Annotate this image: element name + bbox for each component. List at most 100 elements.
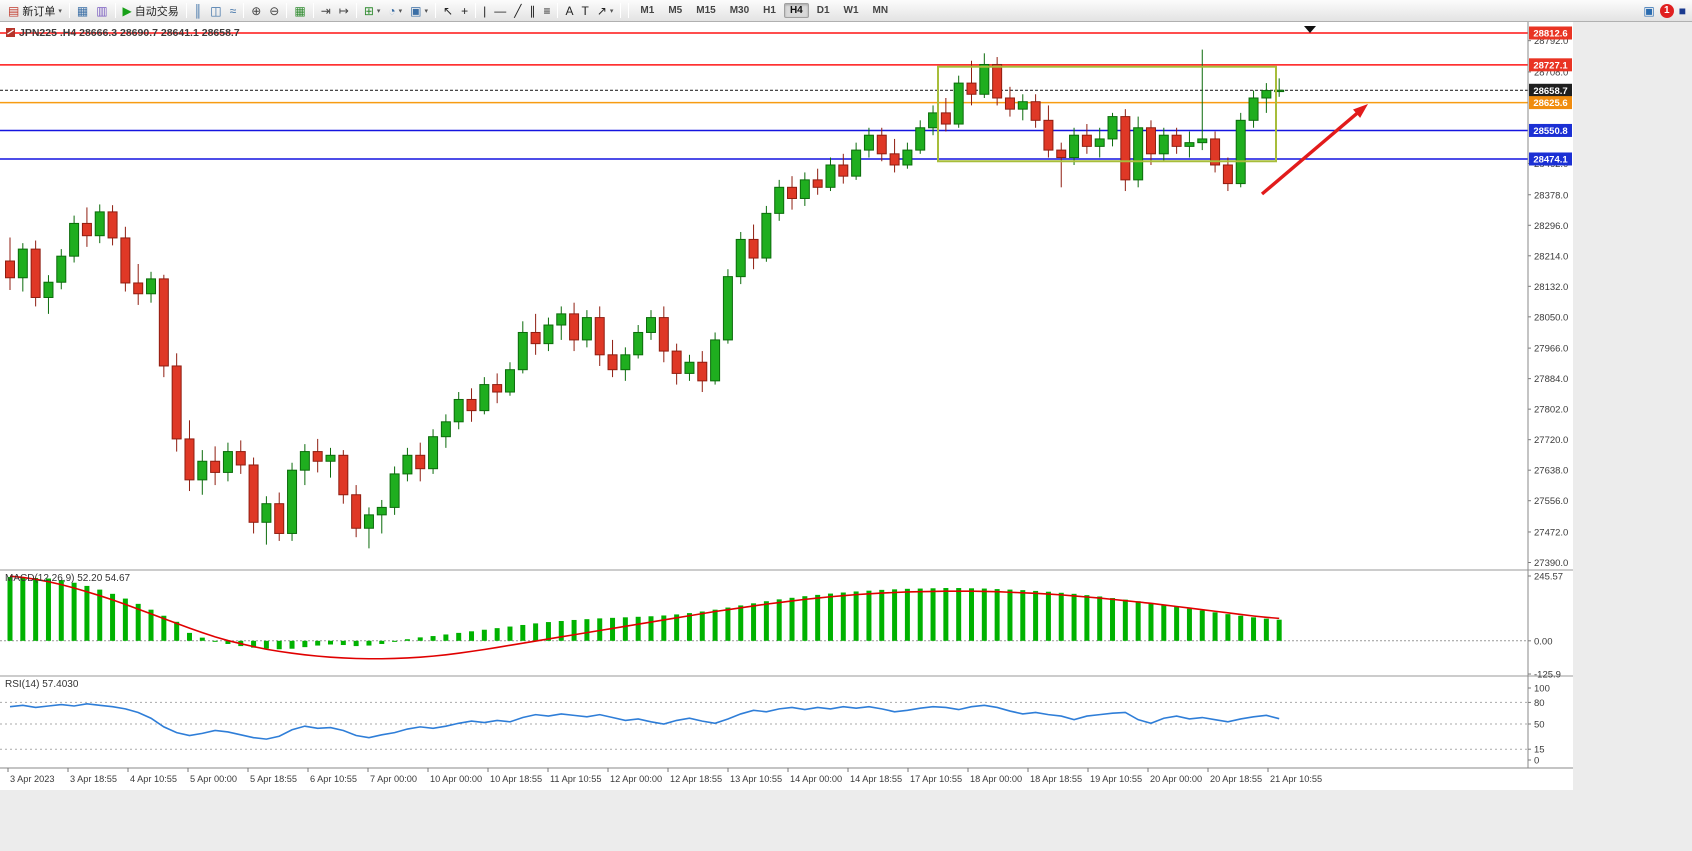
svg-text:12 Apr 18:55: 12 Apr 18:55: [670, 774, 722, 784]
svg-text:3 Apr 2023: 3 Apr 2023: [10, 774, 54, 784]
consolidation-box[interactable]: [937, 65, 1277, 163]
svg-text:20 Apr 00:00: 20 Apr 00:00: [1150, 774, 1202, 784]
toolbar-separator: [435, 3, 437, 18]
line-chart-icon: ≈: [229, 3, 237, 18]
chart-shift-button[interactable]: ↦: [335, 2, 353, 20]
svg-text:20 Apr 18:55: 20 Apr 18:55: [1210, 774, 1262, 784]
arrows-button[interactable]: ↗ ▾: [593, 2, 618, 20]
templates-button[interactable]: ▣ ▾: [406, 2, 432, 20]
equidistant-channel-button[interactable]: ∥: [525, 2, 539, 20]
svg-text:50: 50: [1534, 720, 1545, 731]
zoom-out-button[interactable]: ⊖: [265, 2, 283, 20]
tile-windows-button[interactable]: ▦: [290, 2, 309, 20]
macd-label: MACD(12,26,9) 52.20 54.67: [5, 573, 131, 584]
community-icon[interactable]: ▣: [1643, 3, 1655, 18]
chart-title: JPN225 .H4 28666.3 28690.7 28641.1 28658…: [19, 27, 240, 39]
timeframe-m1-button[interactable]: M1: [640, 5, 655, 16]
horizontal-line-icon: —: [494, 3, 507, 18]
new-order-icon: ▤: [8, 3, 20, 18]
svg-text:27884.0: 27884.0: [1534, 374, 1568, 385]
svg-text:3 Apr 18:55: 3 Apr 18:55: [70, 774, 117, 784]
caret-down-icon: ▾: [424, 7, 429, 15]
workspace-background: [1574, 22, 1692, 790]
vertical-line-icon: |: [483, 3, 487, 18]
svg-text:28550.8: 28550.8: [1533, 126, 1567, 137]
svg-text:13 Apr 10:55: 13 Apr 10:55: [730, 774, 782, 784]
line-chart-button[interactable]: ≈: [226, 2, 241, 20]
new-order-button[interactable]: ▤ 新订单 ▾: [4, 2, 66, 20]
chart-background: [0, 22, 1573, 790]
horizontal-line-button[interactable]: —: [490, 2, 510, 20]
cursor-button[interactable]: ↖: [439, 2, 457, 20]
charts-grid-icon: ▦: [76, 3, 89, 18]
profiles-button[interactable]: ▥: [92, 2, 111, 20]
crosshair-button[interactable]: +: [457, 2, 472, 20]
text-button[interactable]: A: [561, 2, 577, 20]
svg-text:12 Apr 00:00: 12 Apr 00:00: [610, 774, 662, 784]
trend-arrow[interactable]: [1260, 111, 1360, 196]
svg-text:18 Apr 00:00: 18 Apr 00:00: [970, 774, 1022, 784]
trend-arrow-head: [1353, 104, 1368, 118]
chart-window: 28792.028708.028462.028378.028296.028214…: [0, 22, 1573, 790]
timeframe-w1-button[interactable]: W1: [843, 5, 859, 16]
caret-down-icon: ▾: [398, 7, 403, 15]
window-icon[interactable]: ■: [1678, 3, 1686, 18]
svg-text:28378.0: 28378.0: [1534, 190, 1568, 201]
timeframe-d1-button[interactable]: D1: [816, 5, 830, 16]
notification-badge[interactable]: 1: [1659, 3, 1674, 18]
chart-shift-icon: ↦: [338, 3, 349, 18]
svg-text:0: 0: [1534, 756, 1539, 767]
trendline-button[interactable]: ╱: [510, 2, 525, 20]
svg-text:5 Apr 18:55: 5 Apr 18:55: [250, 774, 297, 784]
toolbar-separator: [114, 3, 116, 18]
templates-icon: ▣: [410, 3, 422, 18]
chart-shift-marker[interactable]: [1304, 26, 1316, 33]
timeframe-m30-button[interactable]: M30: [729, 5, 750, 16]
svg-text:7 Apr 00:00: 7 Apr 00:00: [370, 774, 417, 784]
toolbar-separator: [475, 3, 477, 18]
autotrading-button[interactable]: ▶ 自动交易: [119, 2, 183, 20]
auto-scroll-button[interactable]: ⇥: [317, 2, 335, 20]
rsi-line: [9, 703, 1280, 740]
svg-text:27966.0: 27966.0: [1534, 344, 1568, 355]
bar-chart-button[interactable]: ║: [190, 2, 207, 20]
svg-text:18 Apr 18:55: 18 Apr 18:55: [1030, 774, 1082, 784]
horizontal-level-lines[interactable]: [0, 32, 1528, 160]
text-label-button[interactable]: T: [578, 2, 593, 20]
vertical-line-button[interactable]: |: [479, 2, 490, 20]
arrows-icon: ↗: [596, 3, 607, 18]
candlestick-chart-button[interactable]: ◫: [206, 2, 225, 20]
zoom-in-button[interactable]: ⊕: [247, 2, 265, 20]
timeframe-mn-button[interactable]: MN: [872, 5, 889, 16]
svg-text:10 Apr 18:55: 10 Apr 18:55: [490, 774, 542, 784]
macd-signal-line: [9, 575, 1280, 660]
timeframe-h1-button[interactable]: H1: [763, 5, 776, 16]
rsi-pane: 100 80 50 150 RSI(14) 57.4030: [0, 679, 1550, 767]
svg-text:100: 100: [1534, 684, 1550, 695]
svg-text:27802.0: 27802.0: [1534, 405, 1568, 416]
time-axis[interactable]: 3 Apr 2023 3 Apr 18:55 4 Apr 10:55 5 Apr 00…: [7, 768, 1322, 784]
timeframe-h4-button[interactable]: H4: [783, 3, 809, 18]
rsi-label: RSI(14) 57.4030: [5, 679, 79, 690]
charts-grid-button[interactable]: ▦: [73, 2, 92, 20]
text-icon: A: [565, 3, 574, 18]
equidistant-channel-icon: ∥: [529, 3, 536, 18]
svg-text:11 Apr 10:55: 11 Apr 10:55: [550, 774, 601, 784]
chart-canvas[interactable]: 28792.028708.028462.028378.028296.028214…: [0, 22, 1573, 790]
fibonacci-button[interactable]: ≡: [539, 2, 554, 20]
toolbar-separator: [355, 3, 357, 18]
timeframe-m15-button[interactable]: M15: [696, 5, 716, 16]
profiles-icon: ▥: [96, 3, 108, 18]
svg-text:27638.0: 27638.0: [1534, 466, 1568, 477]
candles-layer: [5, 49, 1285, 549]
indicators-button[interactable]: ⊞ ▾: [360, 2, 385, 20]
caret-down-icon: ▾: [376, 7, 381, 15]
periods-button[interactable]: ◔ ▾: [384, 2, 406, 20]
timeframe-m5-button[interactable]: M5: [668, 5, 683, 16]
svg-text:27390.0: 27390.0: [1534, 558, 1568, 569]
svg-text:28625.6: 28625.6: [1533, 98, 1567, 109]
svg-text:80: 80: [1534, 698, 1545, 709]
svg-text:14 Apr 18:55: 14 Apr 18:55: [850, 774, 902, 784]
